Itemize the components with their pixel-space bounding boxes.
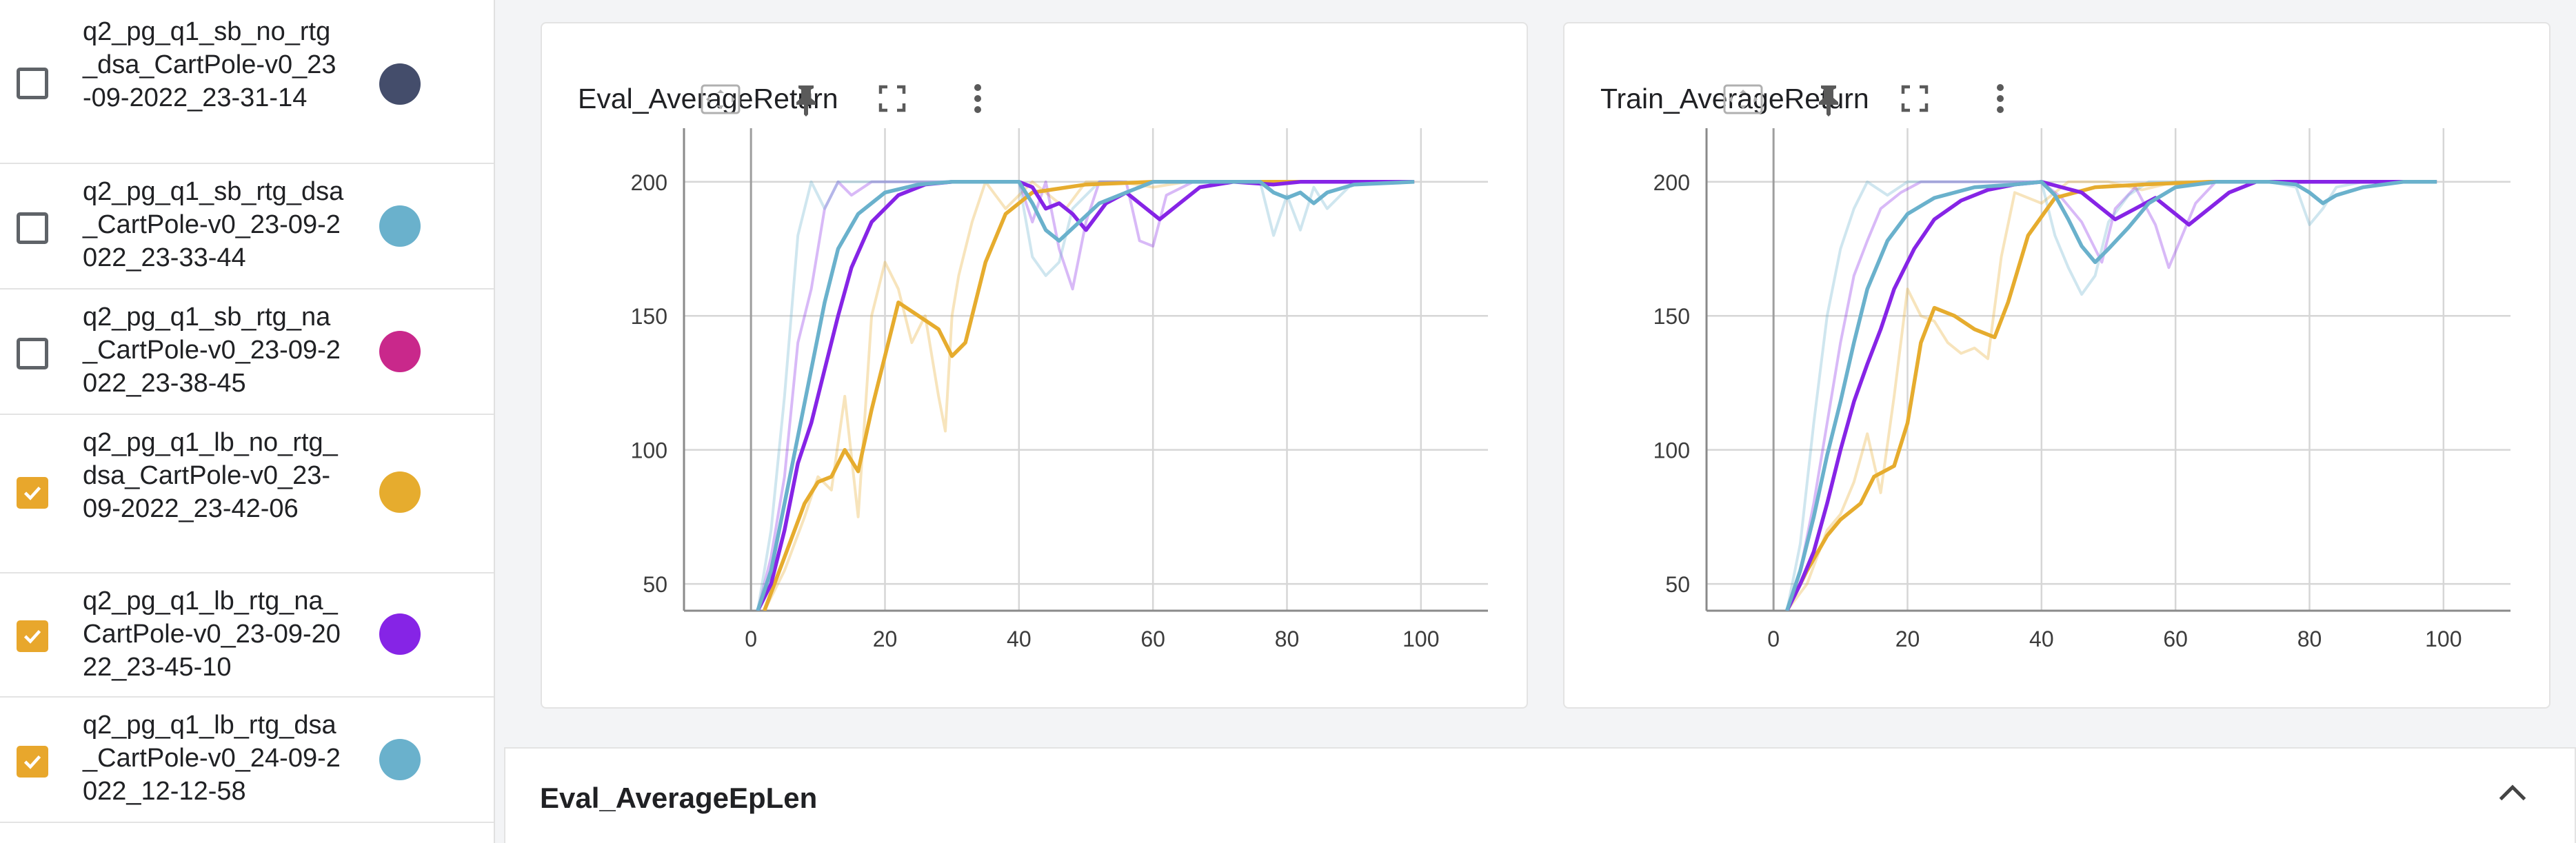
series-smoothed-line[interactable] <box>756 180 1415 611</box>
series-raw-line <box>756 180 1415 611</box>
series-smoothed-line[interactable] <box>1784 180 2437 611</box>
chart-card-train-average-return: 0 20 40 60 80 100 50 100 150 200 Train_AverageRet… <box>1563 22 2550 709</box>
fit-to-data-icon[interactable] <box>1720 76 1766 121</box>
chevron-up-icon[interactable] <box>2492 773 2533 815</box>
y-tick-label: 50 <box>1665 572 1690 597</box>
y-tick-label: 50 <box>643 572 667 597</box>
run-color-swatch[interactable] <box>379 739 421 780</box>
x-tick-label: 0 <box>1767 627 1780 651</box>
chart-plot: 0 20 40 60 80 100 50 100 150 200 <box>1653 128 2510 651</box>
y-tick-label: 200 <box>631 170 667 195</box>
run-color-swatch[interactable] <box>379 63 421 105</box>
run-color-swatch[interactable] <box>379 471 421 513</box>
more-vert-icon[interactable] <box>955 76 1000 121</box>
x-tick-label: 80 <box>1275 627 1300 651</box>
check-icon <box>23 486 41 500</box>
x-tick-label: 0 <box>745 627 757 651</box>
run-checkbox[interactable] <box>17 746 48 778</box>
run-label: q2_pg_q1_lb_no_rtg_dsa_CartPole-v0_23-09… <box>83 428 338 523</box>
y-tick-label: 100 <box>631 438 667 463</box>
run-label: q2_pg_q1_lb_rtg_na_CartPole-v0_23-09-202… <box>83 587 341 682</box>
fit-to-data-icon[interactable] <box>698 76 743 121</box>
series-raw-line <box>756 180 1415 611</box>
x-tick-label: 20 <box>1895 627 1920 651</box>
run-color-swatch[interactable] <box>379 613 421 655</box>
run-label: q2_pg_q1_sb_rtg_dsa_CartPole-v0_23-09-20… <box>83 177 344 272</box>
run-color-swatch[interactable] <box>379 205 421 247</box>
run-checkbox[interactable] <box>17 212 48 244</box>
run-checkbox[interactable] <box>17 620 48 652</box>
section-header-eval-average-ep-len[interactable]: Eval_AverageEpLen <box>504 747 2576 843</box>
run-row[interactable] <box>0 291 494 415</box>
x-tick-label: 60 <box>1140 627 1165 651</box>
runs-sidebar: q2_pg_q1_sb_no_rtg_dsa_CartPole-v0_23-09… <box>0 0 495 843</box>
y-tick-label: 150 <box>1653 304 1690 329</box>
chart-card-eval-average-return: 0 20 40 60 80 100 50 100 150 200 Eval_AverageRetu… <box>541 22 1528 709</box>
fullscreen-icon[interactable] <box>1892 76 1938 121</box>
series-raw-line <box>1785 180 2437 611</box>
series-smoothed-line[interactable] <box>1785 180 2437 611</box>
run-label: q2_pg_q1_sb_no_rtg_dsa_CartPole-v0_23-09… <box>83 17 336 112</box>
pin-icon[interactable] <box>1806 76 1851 121</box>
series-raw-line <box>1786 180 2437 611</box>
run-row[interactable] <box>0 575 494 698</box>
x-tick-label: 80 <box>2297 627 2322 651</box>
pin-icon[interactable] <box>783 76 829 121</box>
y-tick-label: 200 <box>1653 170 1690 195</box>
x-tick-label: 100 <box>2425 627 2462 651</box>
fullscreen-icon[interactable] <box>869 76 915 121</box>
run-checkbox[interactable] <box>17 338 48 369</box>
run-row[interactable] <box>0 699 494 823</box>
run-row[interactable] <box>0 6 494 164</box>
check-icon <box>23 755 41 769</box>
x-tick-label: 40 <box>2029 627 2054 651</box>
x-tick-label: 100 <box>1402 627 1439 651</box>
run-label: q2_pg_q1_sb_rtg_na_CartPole-v0_23-09-202… <box>83 303 341 398</box>
run-label: q2_pg_q1_lb_rtg_dsa_CartPole-v0_24-09-20… <box>83 711 341 806</box>
series-smoothed-line[interactable] <box>756 180 1415 611</box>
x-tick-label: 60 <box>2163 627 2188 651</box>
x-tick-label: 40 <box>1007 627 1032 651</box>
more-vert-icon[interactable] <box>1978 76 2023 121</box>
chart-plot: 0 20 40 60 80 100 50 100 150 200 <box>631 128 1488 651</box>
check-icon <box>23 629 41 644</box>
y-tick-label: 100 <box>1653 438 1690 463</box>
run-checkbox[interactable] <box>17 477 48 509</box>
section-title: Eval_AverageEpLen <box>540 782 818 814</box>
run-row[interactable] <box>0 165 494 290</box>
y-tick-label: 150 <box>631 304 667 329</box>
run-color-swatch[interactable] <box>379 331 421 372</box>
x-tick-label: 20 <box>873 627 898 651</box>
run-checkbox[interactable] <box>17 68 48 99</box>
series-raw-line <box>763 180 1415 611</box>
run-row[interactable] <box>0 416 494 573</box>
